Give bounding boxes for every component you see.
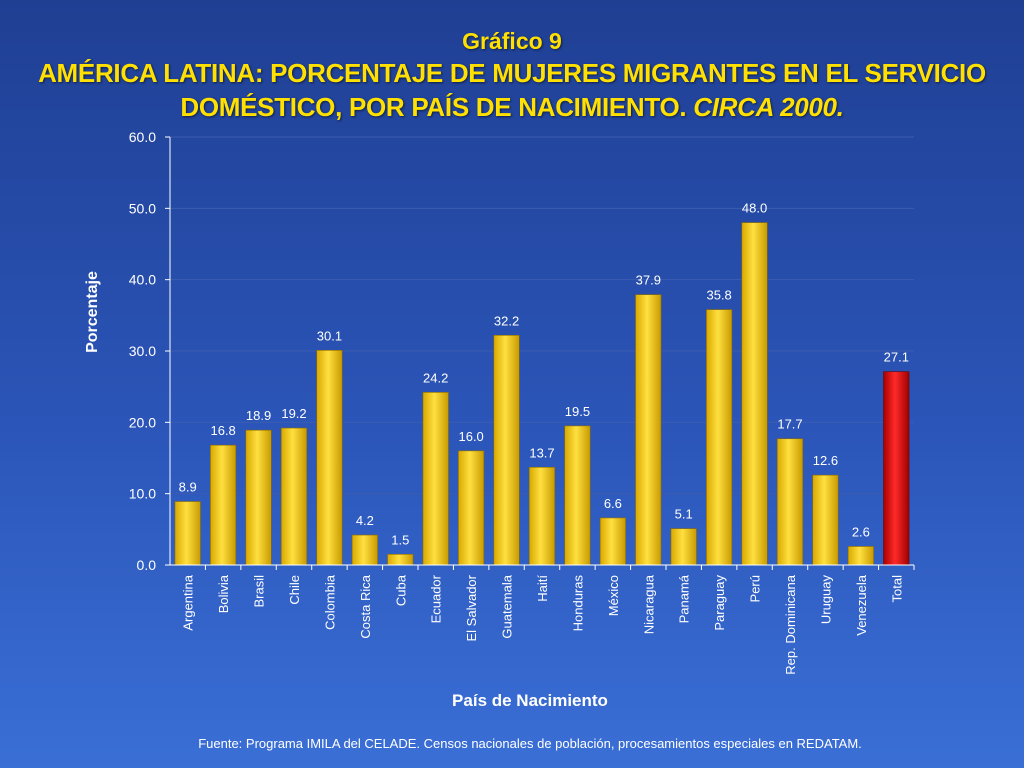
x-tick-label: El Salvador — [464, 574, 479, 641]
data-label: 37.9 — [636, 273, 661, 288]
bar-cuba — [387, 553, 414, 566]
x-tick-label: Cuba — [393, 574, 408, 606]
bar-chile — [280, 427, 308, 566]
labels: 0.0 10.0 20.0 30.0 40.0 50.0 60.0 8.9 Argentina 1… — [129, 129, 909, 675]
x-tick-label: Rep. Dominicana — [783, 574, 798, 674]
title-line-3-italic: CIRCA 2000. — [693, 92, 844, 122]
data-label: 30.1 — [317, 328, 342, 343]
data-label: 6.6 — [604, 496, 622, 511]
data-label: 12.6 — [813, 453, 838, 468]
x-tick-label: Uruguay — [818, 575, 833, 625]
x-tick-label: Chile — [287, 575, 302, 605]
data-label: 5.1 — [675, 507, 693, 522]
data-label: 24.2 — [423, 370, 448, 385]
bar-guatemala — [493, 335, 520, 566]
data-label: 18.9 — [246, 408, 271, 423]
x-tick-label: Paraguay — [712, 575, 727, 631]
y-tick-label: 10.0 — [129, 486, 156, 502]
data-label: 4.2 — [356, 513, 374, 528]
x-tick-label: Argentina — [181, 574, 196, 630]
y-tick-label: 30.0 — [129, 343, 156, 359]
data-label: 1.5 — [391, 532, 409, 547]
x-axis-label: País de Nacimiento — [452, 691, 608, 710]
x-tick-label: Nicaragua — [641, 574, 656, 634]
bar-bolivia — [210, 444, 237, 566]
bars — [174, 222, 910, 566]
x-tick-label: México — [606, 575, 621, 616]
bar-hait- — [528, 466, 556, 566]
data-label: 48.0 — [742, 201, 767, 216]
data-label: 2.6 — [852, 524, 870, 539]
chart-title: Gráfico 9 AMÉRICA LATINA: PORCENTAJE DE … — [0, 26, 1024, 124]
title-line-1: Gráfico 9 — [462, 28, 562, 54]
bar-panam- — [670, 528, 697, 566]
title-line-2: AMÉRICA LATINA: PORCENTAJE DE MUJERES MI… — [38, 58, 986, 88]
bar-venezuela — [847, 546, 874, 566]
x-tick-label: Ecuador — [429, 574, 444, 623]
axes — [165, 136, 915, 570]
x-tick-label: Costa Rica — [358, 574, 373, 638]
x-tick-label: Panamá — [677, 574, 692, 623]
data-label: 19.2 — [281, 406, 306, 421]
y-tick-label: 20.0 — [129, 414, 156, 430]
x-tick-label: Total — [889, 575, 904, 603]
y-tick-label: 0.0 — [137, 557, 157, 573]
x-tick-label: Venezuela — [854, 574, 869, 635]
data-label: 32.2 — [494, 313, 519, 328]
bar-argentina — [174, 501, 201, 566]
source-note: Fuente: Programa IMILA del CELADE. Censo… — [198, 736, 862, 751]
bar-total — [883, 371, 910, 566]
data-label: 16.8 — [210, 423, 235, 438]
x-tick-label: Brasil — [252, 575, 267, 608]
data-label: 8.9 — [179, 480, 197, 495]
data-label: 27.1 — [884, 350, 909, 365]
data-label: 19.5 — [565, 404, 590, 419]
bar-paraguay — [706, 309, 733, 566]
y-tick-label: 50.0 — [129, 200, 156, 216]
x-tick-label: Honduras — [570, 575, 585, 632]
data-label: 16.0 — [458, 429, 483, 444]
y-tick-label: 60.0 — [129, 129, 156, 145]
bar-honduras — [564, 425, 591, 566]
bar-costa-rica — [351, 534, 378, 566]
title-line-3: DOMÉSTICO, POR PAÍS DE NACIMIENTO. CIRCA… — [0, 90, 1024, 124]
bar-rep-dominicana — [776, 438, 804, 566]
x-tick-label: Haití — [535, 575, 550, 602]
bar-m-xico — [599, 517, 626, 566]
bar-brasil — [245, 429, 272, 566]
bar-ecuador — [422, 392, 449, 566]
y-axis-label: Porcentaje — [84, 271, 101, 353]
data-label: 17.7 — [777, 417, 802, 432]
x-tick-label: Bolivia — [216, 574, 231, 613]
x-tick-label: Perú — [748, 575, 763, 602]
bar-per- — [741, 222, 768, 566]
bar-uruguay — [812, 474, 839, 566]
bar-nicaragua — [635, 294, 662, 566]
y-tick-label: 40.0 — [129, 272, 156, 288]
data-label: 13.7 — [529, 445, 554, 460]
x-tick-label: Guatemala — [500, 574, 515, 638]
bar-colombia — [316, 349, 343, 566]
x-tick-label: Colombia — [322, 574, 337, 630]
bar-el-salvador — [458, 450, 485, 566]
data-label: 35.8 — [706, 288, 731, 303]
title-line-3-main: DOMÉSTICO, POR PAÍS DE NACIMIENTO. — [180, 92, 694, 122]
